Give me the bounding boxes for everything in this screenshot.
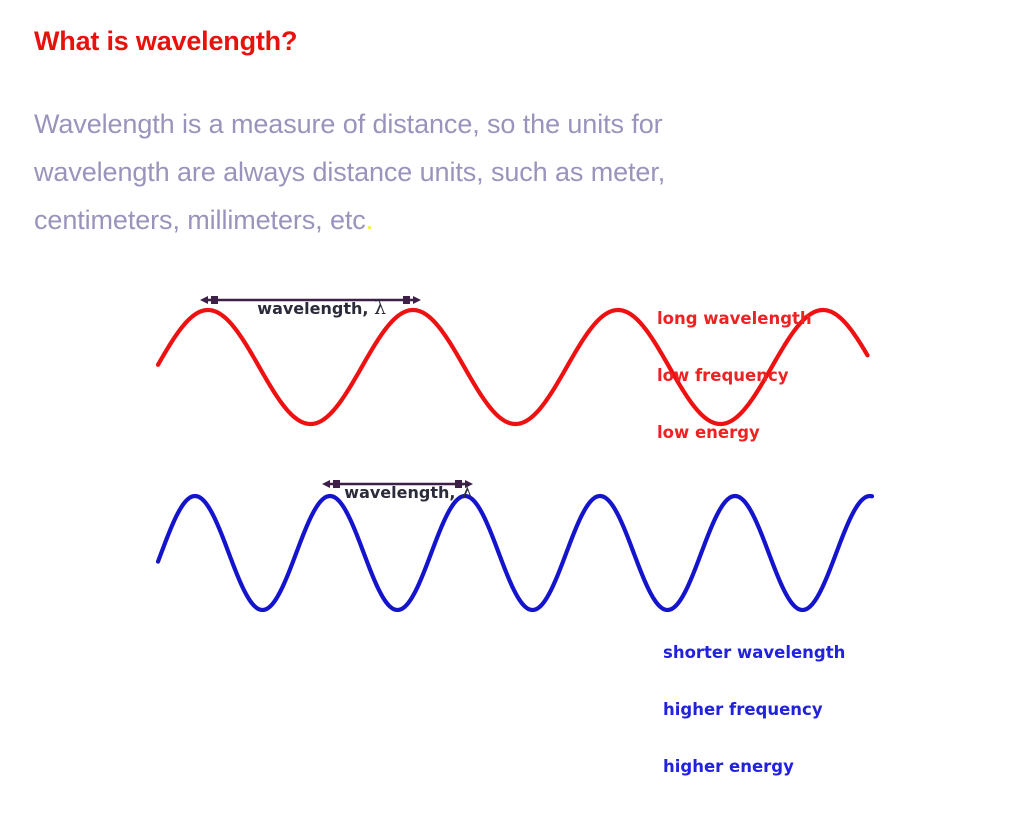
red-wave-curve — [155, 307, 870, 427]
blue-wave-curve — [155, 493, 875, 613]
red-annotation-line-1: long wavelength — [657, 309, 812, 328]
blue-wave-annotation: shorter wavelength higher frequency high… — [663, 605, 845, 814]
page-title: What is wavelength? — [34, 26, 298, 56]
blue-annotation-line-2: higher frequency — [663, 700, 823, 719]
wave-diagram-svg — [155, 296, 875, 613]
red-wavelength-label: wavelength, λ — [235, 278, 386, 338]
body-line-3: centimeters, millimeters, etc — [34, 205, 366, 235]
lambda-symbol-red: λ — [374, 297, 387, 319]
blue-wavelength-label-text: wavelength, — [344, 483, 462, 502]
body-line-2: wavelength are always distance units, su… — [34, 157, 666, 187]
body-paragraph: Wavelength is a measure of distance, so … — [34, 100, 914, 244]
blue-arrow-tick-left — [333, 480, 340, 488]
red-arrow-tick-left — [211, 296, 218, 304]
blue-arrow-tick-right — [455, 480, 462, 488]
red-wavelength-label-text: wavelength, — [257, 299, 375, 318]
red-wave-annotation: long wavelength low frequency low energy — [657, 271, 812, 480]
lambda-symbol-blue: λ — [461, 481, 474, 503]
red-annotation-line-3: low energy — [657, 423, 760, 442]
body-line-1: Wavelength is a measure of distance, so … — [34, 109, 663, 139]
blue-annotation-line-1: shorter wavelength — [663, 643, 846, 662]
body-end-punctuation: . — [365, 205, 374, 235]
wave-comparison-figure: wavelength, λ wavelength, λ long wavelen… — [0, 255, 1024, 776]
red-arrow-tick-right — [403, 296, 410, 304]
blue-wavelength-label: wavelength, λ — [322, 462, 473, 522]
red-annotation-line-2: low frequency — [657, 366, 789, 385]
blue-annotation-line-3: higher energy — [663, 757, 794, 776]
